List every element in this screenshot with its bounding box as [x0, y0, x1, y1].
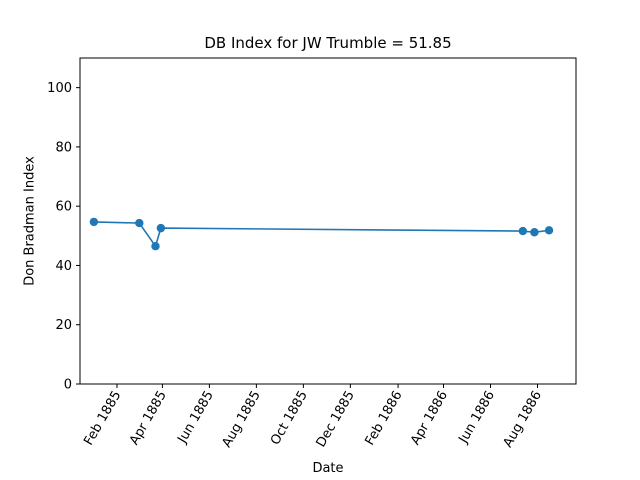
x-tick-label: Aug 1885 — [220, 389, 264, 451]
data-point — [89, 217, 99, 227]
data-point — [135, 218, 144, 228]
x-tick-label: Apr 1885 — [127, 389, 170, 448]
data-series — [89, 217, 554, 251]
data-point — [518, 226, 528, 236]
data-point — [544, 226, 554, 235]
plot-frame — [79, 57, 577, 385]
y-axis-label: Don Bradman Index — [22, 156, 38, 286]
y-tick-label: 80 — [55, 140, 72, 155]
y-axis: 0 20 40 60 80 100 — [47, 81, 80, 393]
x-tick-label: Aug 1886 — [501, 389, 545, 451]
x-tick-label: Jun 1886 — [456, 388, 498, 446]
data-point — [151, 241, 160, 251]
x-tick-label: Dec 1885 — [314, 389, 358, 451]
data-point — [156, 223, 166, 233]
x-tick-label: Jun 1885 — [175, 389, 217, 447]
x-tick-label: Feb 1885 — [81, 389, 124, 449]
x-axis-label: Date — [312, 461, 344, 476]
y-tick-label: 100 — [47, 81, 72, 96]
x-tick-label: Oct 1885 — [268, 389, 311, 448]
x-tick-label: Apr 1886 — [408, 389, 451, 448]
y-tick-label: 0 — [64, 378, 72, 393]
data-point — [530, 228, 539, 237]
x-tick-label: Feb 1886 — [362, 389, 405, 449]
y-tick-label: 20 — [55, 318, 72, 333]
x-axis: Feb 1885 Apr 1885 Jun 1885 Aug 1885 Oct 1885… — [81, 384, 545, 450]
y-tick-label: 40 — [55, 259, 72, 274]
chart-title: DB Index for JW Trumble = 51.85 — [204, 34, 452, 52]
y-tick-label: 60 — [55, 200, 72, 215]
